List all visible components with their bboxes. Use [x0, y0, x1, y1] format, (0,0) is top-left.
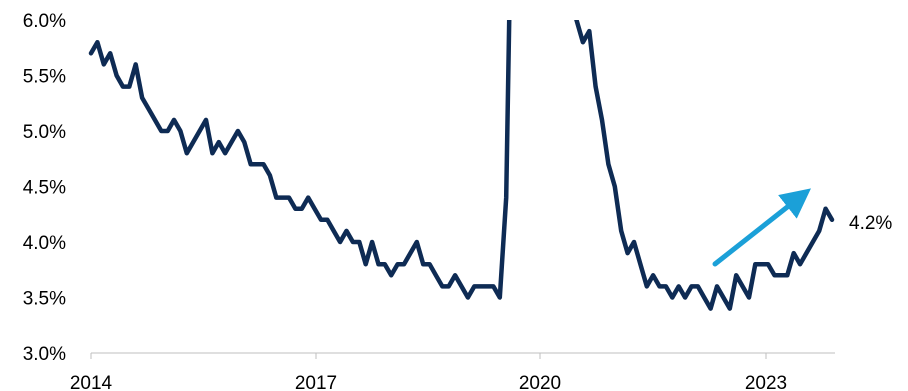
end-value-label: 4.2%	[849, 213, 892, 234]
x-tick-label: 2017	[295, 373, 337, 391]
series-line-1	[88, 20, 512, 300]
series-line-2	[574, 20, 835, 311]
y-axis: 3.0% 3.5% 4.0% 4.5% 5.0% 5.5% 6.0%	[23, 11, 66, 365]
trend-arrow	[712, 188, 811, 267]
y-tick-label: 6.0%	[23, 11, 66, 32]
annotation-layer: 4.2%	[712, 188, 892, 267]
x-tick-label: 2020	[519, 373, 561, 391]
x-tick-label: 2023	[745, 373, 787, 391]
x-axis: 2014 2017 2020 2023	[70, 352, 835, 391]
x-tick-label: 2014	[70, 373, 113, 391]
y-tick-label: 4.0%	[23, 233, 66, 254]
y-tick-label: 3.0%	[23, 344, 66, 365]
y-tick-label: 4.5%	[23, 178, 66, 199]
y-tick-label: 3.5%	[23, 289, 66, 310]
y-tick-label: 5.5%	[23, 67, 66, 88]
y-tick-label: 5.0%	[23, 122, 66, 143]
series-layer	[88, 20, 835, 311]
